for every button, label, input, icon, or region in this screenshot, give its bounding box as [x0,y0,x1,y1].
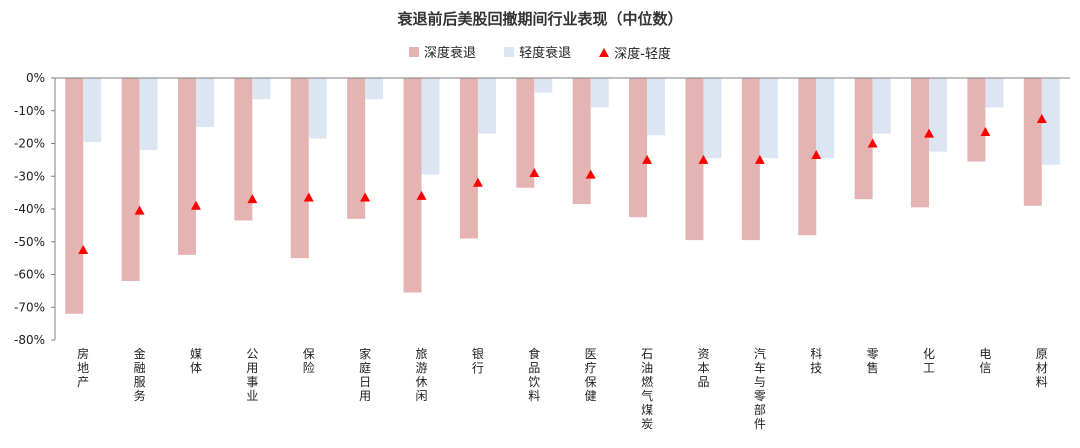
legend-item-diff: 深度-轻度 [599,43,671,62]
bar-deep-recession [629,78,648,218]
x-tick-label: 保险 [303,347,315,375]
y-tick-label: -30% [14,169,45,183]
x-tick-label: 原材料 [1036,347,1048,389]
legend-swatch-deep [408,46,419,57]
bar-mild-recession [365,78,384,100]
bar-deep-recession [516,78,535,188]
marker-deep-minus-mild [78,244,89,254]
x-tick-label: 家庭日用 [359,346,371,403]
legend-item-mild: 轻度衰退 [504,42,571,61]
legend-marker-diff [599,47,610,57]
x-tick-label: 公用事业 [246,347,258,403]
bar-mild-recession [703,78,722,159]
bar-mild-recession [929,78,948,152]
marker-deep-minus-mild [980,127,991,137]
chart-title: 衰退前后美股回撤期间行业表现（中位数） [397,10,683,28]
bar-deep-recession [290,78,309,259]
bar-deep-recession [234,78,253,221]
x-tick-label: 科技 [810,347,822,375]
y-tick-label: -50% [14,235,45,249]
marker-deep-minus-mild [303,192,314,202]
legend-item-deep: 深度衰退 [408,42,476,61]
x-tick-label: 旅游休闲 [416,347,428,403]
legend-swatch-mild [504,46,515,57]
marker-deep-minus-mild [1036,113,1047,123]
x-tick-label: 汽车与零部件 [754,346,766,431]
marker-deep-minus-mild [642,154,653,164]
y-tick-label: -20% [14,137,45,151]
legend-label-deep: 深度衰退 [423,46,476,61]
x-tick-label: 银行 [472,347,484,375]
marker-deep-minus-mild [529,167,540,177]
bar-mild-recession [590,78,609,108]
y-tick-label: 0% [26,71,45,85]
marker-deep-minus-mild [247,194,258,204]
bar-deep-recession [967,78,986,162]
bar-deep-recession [1023,78,1042,206]
bar-mild-recession [534,78,553,93]
bar-deep-recession [741,78,760,241]
y-tick-label: -40% [14,202,45,216]
bar-deep-recession [685,78,704,241]
x-tick-label: 食品饮料 [528,346,540,403]
y-tick-label: -80% [14,333,45,347]
marker-deep-minus-mild [754,154,765,164]
bar-mild-recession [83,78,102,142]
x-tick-label: 医疗保健 [585,347,597,403]
marker-deep-minus-mild [811,149,822,159]
marker-deep-minus-mild [134,205,145,215]
marker-deep-minus-mild [924,128,935,138]
bar-mild-recession [421,78,440,175]
bar-mild-recession [1041,78,1060,165]
bar-deep-recession [177,78,196,255]
marker-deep-minus-mild [472,177,483,187]
bar-deep-recession [403,78,422,293]
marker-deep-minus-mild [416,190,427,200]
x-tick-label: 金融服务 [134,346,146,403]
legend-label-diff: 深度-轻度 [614,46,671,62]
legend-label-mild: 轻度衰退 [519,46,572,61]
bar-mild-recession [985,78,1004,108]
bar-mild-recession [252,78,271,100]
marker-deep-minus-mild [585,169,596,179]
bar-mild-recession [647,78,666,136]
x-tick-label: 房地产 [77,346,89,389]
bar-mild-recession [477,78,496,134]
marker-deep-minus-mild [190,200,201,210]
marker-deep-minus-mild [360,192,371,202]
bar-mild-recession [759,78,778,159]
bar-mild-recession [195,78,214,128]
bar-mild-recession [816,78,835,159]
y-tick-label: -10% [14,104,45,118]
bar-mild-recession [308,78,327,139]
y-tick-label: -70% [14,300,45,314]
legend: 深度衰退 轻度衰退 深度-轻度 [0,42,1080,62]
marker-deep-minus-mild [867,138,878,148]
bar-deep-recession [572,78,591,205]
bar-deep-recession [854,78,873,200]
marker-deep-minus-mild [698,154,709,164]
x-tick-label: 零售 [867,347,879,375]
bar-mild-recession [139,78,158,151]
x-tick-label: 石油燃气煤炭 [641,347,653,431]
bar-deep-recession [798,78,817,236]
bar-deep-recession [121,78,140,282]
bar-deep-recession [347,78,366,219]
x-tick-label: 化工 [923,347,935,375]
bar-deep-recession [911,78,930,208]
bar-mild-recession [872,78,891,134]
y-tick-label: -60% [14,268,45,282]
x-tick-label: 电信 [979,347,991,375]
bar-deep-recession [459,78,478,239]
x-tick-label: 媒体 [190,347,202,375]
bar-deep-recession [65,78,84,314]
x-tick-label: 资本品 [697,347,709,389]
